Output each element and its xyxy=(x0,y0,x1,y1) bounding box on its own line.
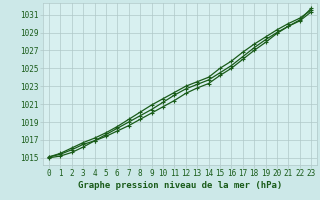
X-axis label: Graphe pression niveau de la mer (hPa): Graphe pression niveau de la mer (hPa) xyxy=(78,181,282,190)
